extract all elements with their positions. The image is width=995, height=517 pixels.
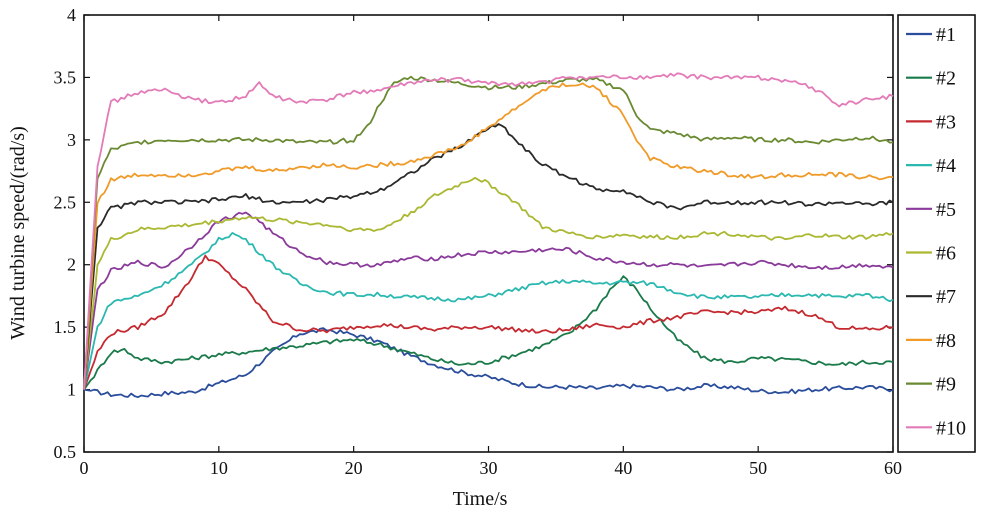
legend-label-8: #8 xyxy=(936,330,956,352)
y-axis-label: Wind turbine speed/(rad/s) xyxy=(7,126,29,340)
series-line-10 xyxy=(83,72,894,390)
plot-frame xyxy=(83,14,894,453)
legend-label-6: #6 xyxy=(936,243,956,265)
legend-label-1: #1 xyxy=(936,24,956,46)
x-tick-label: 60 xyxy=(884,458,902,478)
legend-label-4: #4 xyxy=(936,155,956,177)
x-tick-label: 40 xyxy=(614,458,632,478)
y-tick-label: 1.5 xyxy=(54,317,77,337)
x-tick-label: 30 xyxy=(480,458,498,478)
axes: 0 10 20 30 40 50 60 0.5 1 1.5 2 2.5 3 3.5 4 xyxy=(54,5,903,478)
x-tick-label: 20 xyxy=(345,458,363,478)
legend-label-5: #5 xyxy=(936,199,956,221)
legend-label-3: #3 xyxy=(936,111,956,133)
legend-label-2: #2 xyxy=(936,68,956,90)
series-line-1 xyxy=(83,327,894,399)
series-line-6 xyxy=(83,176,894,390)
series-line-4 xyxy=(83,231,894,390)
series-lines xyxy=(83,72,894,399)
legend-label-9: #9 xyxy=(936,374,956,396)
legend-label-10: #10 xyxy=(936,417,966,439)
series-line-8 xyxy=(83,82,894,390)
y-tick-label: 3 xyxy=(67,130,76,150)
series-line-7 xyxy=(83,123,894,390)
series-line-2 xyxy=(83,275,894,391)
y-tick-label: 0.5 xyxy=(54,442,77,462)
x-tick-label: 0 xyxy=(80,458,89,478)
y-tick-label: 3.5 xyxy=(54,67,77,87)
y-tick-label: 4 xyxy=(67,5,76,25)
legend-box xyxy=(897,14,976,453)
y-tick-label: 2.5 xyxy=(54,192,77,212)
series-line-9 xyxy=(83,75,894,390)
x-axis-label: Time/s xyxy=(453,488,508,510)
x-tick-label: 10 xyxy=(210,458,228,478)
series-line-3 xyxy=(83,254,894,390)
legend: #1 #2 #3 #4 #5 #6 #7 #8 #9 #10 xyxy=(897,14,976,453)
legend-label-7: #7 xyxy=(936,286,956,308)
y-tick-label: 2 xyxy=(67,255,76,275)
y-tick-label: 1 xyxy=(67,380,76,400)
x-tick-label: 50 xyxy=(749,458,767,478)
